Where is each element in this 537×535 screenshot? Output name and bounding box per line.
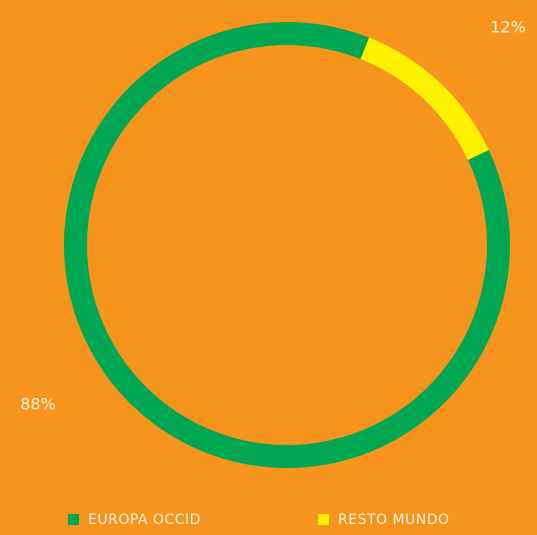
legend-label: RESTO MUNDO (338, 512, 450, 528)
legend-swatch (68, 514, 79, 525)
value-label: 12% (490, 18, 526, 37)
donut-segment (360, 37, 489, 160)
value-label: 88% (20, 395, 56, 414)
legend-label: EUROPA OCCID (88, 512, 201, 528)
legend-swatch (318, 514, 329, 525)
